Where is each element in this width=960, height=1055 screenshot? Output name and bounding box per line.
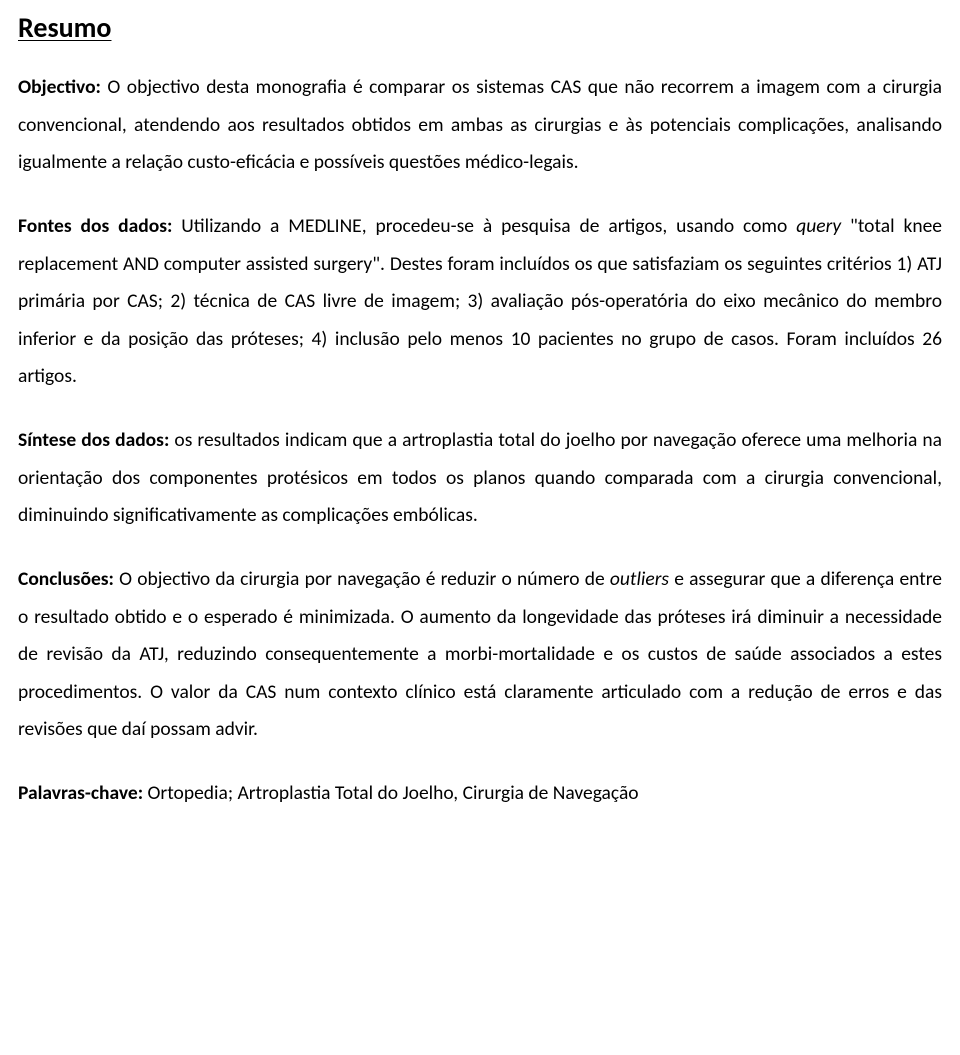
label-fontes: Fontes dos dados: (18, 214, 172, 238)
paragraph-conclusoes: Conclusões: O objectivo da cirurgia por … (18, 561, 942, 749)
text-objectivo: O objectivo desta monografia é comparar … (18, 75, 942, 174)
page-title: Resumo (18, 10, 942, 45)
label-conclusoes: Conclusões: (18, 567, 114, 591)
label-sintese: Síntese dos dados: (18, 428, 169, 452)
text-palavras-chave: Ortopedia; Artroplastia Total do Joelho,… (143, 781, 638, 805)
paragraph-palavras-chave: Palavras-chave: Ortopedia; Artroplastia … (18, 775, 942, 813)
text-fontes-after: "total knee replacement AND computer ass… (18, 214, 942, 389)
text-conclusoes-after: e assegurar que a diferença entre o resu… (18, 567, 942, 742)
paragraph-sintese: Síntese dos dados: os resultados indicam… (18, 422, 942, 535)
paragraph-objectivo: Objectivo: O objectivo desta monografia … (18, 69, 942, 182)
label-objectivo: Objectivo: (18, 75, 101, 99)
paragraph-fontes: Fontes dos dados: Utilizando a MEDLINE, … (18, 208, 942, 396)
italic-query: query (796, 214, 841, 238)
text-fontes-before: Utilizando a MEDLINE, procedeu-se à pesq… (172, 214, 796, 238)
text-conclusoes-before: O objectivo da cirurgia por navegação é … (114, 567, 610, 591)
label-palavras-chave: Palavras-chave: (18, 781, 143, 805)
italic-outliers: outliers (610, 567, 669, 591)
